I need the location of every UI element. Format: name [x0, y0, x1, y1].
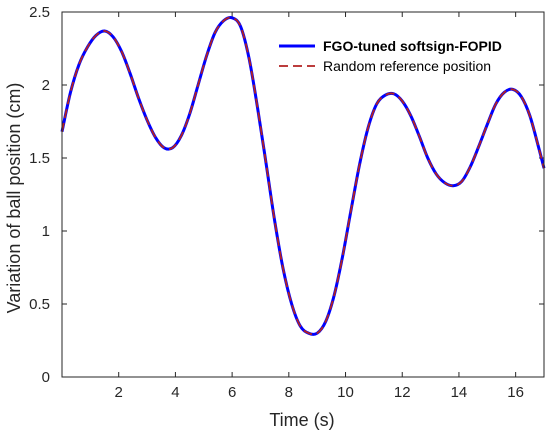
plot-frame: [61, 11, 545, 378]
x-axis-ticks: 2 4 6 8 10 12 14 16: [115, 12, 524, 401]
y-axis-ticks: 0 0.5 1 1.5 2 2.5: [29, 4, 544, 386]
y-tick-label: 2.5: [29, 4, 50, 21]
x-tick-label: 10: [337, 384, 354, 401]
x-tick-label: 4: [171, 384, 179, 401]
y-tick-label: 1: [42, 223, 50, 240]
y-tick-label: 2: [42, 77, 50, 94]
series-line-random-reference: [61, 16, 545, 336]
x-tick-label: 6: [228, 384, 236, 401]
y-tick-label: 0: [42, 369, 50, 386]
x-tick-label: 8: [285, 384, 293, 401]
legend-box: [272, 33, 538, 75]
series-lines: [60, 16, 546, 336]
legend-label-fgo: FGO-tuned softsign-FOPID: [323, 38, 502, 54]
legend-label-reference: Random reference position: [323, 58, 491, 74]
x-axis-label: Time (s): [269, 410, 334, 430]
y-tick-label: 1.5: [29, 150, 50, 167]
x-tick-label: 16: [507, 384, 524, 401]
y-tick-label: 0.5: [29, 296, 50, 313]
x-tick-label: 2: [115, 384, 123, 401]
legend: FGO-tuned softsign-FOPID Random referenc…: [272, 33, 538, 75]
y-axis-label: Variation of ball position (cm): [4, 83, 24, 314]
x-tick-label: 14: [451, 384, 468, 401]
x-tick-label: 12: [394, 384, 411, 401]
